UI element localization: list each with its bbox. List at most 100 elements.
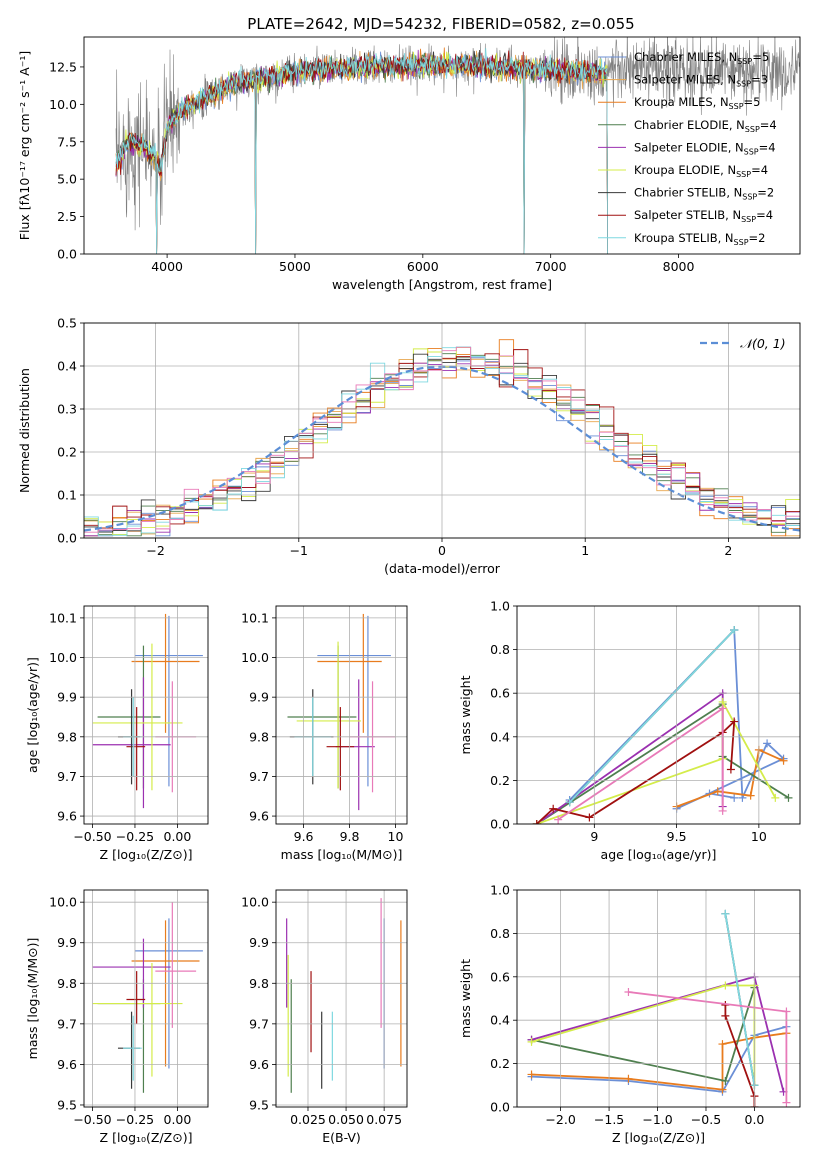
point-5: [126, 971, 146, 1024]
y-tick-label: 10.0: [241, 650, 269, 665]
x-axis-label: age [log₁₀(age/yr)]: [601, 847, 717, 862]
x-tick-label: 9.8: [340, 829, 360, 844]
x-tick-label: 0.00: [164, 829, 192, 844]
legend-label: Kroupa STELIB, NSSP=2: [634, 231, 765, 247]
marker: [713, 787, 722, 796]
x-tick-label: 0: [438, 543, 446, 558]
y-tick-label: 0.2: [57, 445, 77, 460]
panel-weight-age: 9 9.5 10 0.0 0.2 0.4 0.6 0.8 1.0 age [log₁₀(age/y…: [458, 599, 801, 862]
x-tick-label: 9.6: [294, 829, 314, 844]
y-tick-label: 10.0: [241, 895, 269, 910]
series-4: [531, 984, 756, 1086]
y-tick-label: 1.0: [490, 599, 510, 614]
y-axis-label: age [log₁₀(age/yr)]: [25, 657, 40, 773]
x-tick-label: −0.50: [73, 1112, 111, 1127]
marker: [782, 1007, 791, 1016]
y-tick-label: 9.6: [249, 1057, 269, 1072]
axes-frame: [275, 605, 408, 825]
marker: [718, 1085, 727, 1094]
panel-weight-Z: −2.0 −1.5 −1.0 −0.5 0.0 0.0 0.2 0.4 0.6 0.8 1.0 Z […: [458, 883, 801, 1145]
marker: [718, 1040, 727, 1049]
marker: [624, 987, 633, 996]
legend-label: Kroupa ELODIE, NSSP=4: [634, 163, 768, 179]
y-tick-label: 9.9: [57, 935, 77, 950]
marker: [730, 625, 739, 634]
y-tick-label: 10.0: [49, 895, 77, 910]
y-axis-label: mass weight: [458, 675, 473, 754]
x-tick-label: −1.0: [642, 1112, 672, 1127]
series-5: [536, 719, 736, 824]
y-tick-label: 5.0: [57, 172, 77, 187]
x-tick-label: 0.075: [366, 1112, 402, 1127]
plot-area: [92, 613, 203, 809]
series-4: [536, 701, 777, 824]
y-tick-label: 9.5: [249, 1097, 269, 1112]
x-tick-label: 1: [581, 543, 589, 558]
x-axis-label: E(B-V): [322, 1130, 361, 1145]
x-axis-label: Z [log₁₀(Z/Z⊙)]: [612, 1130, 705, 1145]
point-4: [92, 963, 183, 1077]
y-tick-label: 9.8: [57, 976, 77, 991]
marker: [784, 793, 793, 802]
x-tick-label: 0.050: [328, 1112, 364, 1127]
panel-age-mass: 9.6 9.8 10 9.6 9.7 9.8 9.9 10.0 10.1 mass [log₁₀(…: [241, 605, 408, 862]
series-8: [628, 991, 788, 1103]
model-3: [115, 52, 608, 254]
plot-area: [527, 909, 791, 1107]
point-2: [97, 645, 161, 789]
marker: [726, 765, 735, 774]
point-3: [92, 938, 171, 1008]
point-1: [131, 920, 200, 1067]
y-tick-label: 9.6: [57, 809, 77, 824]
x-tick-label: −2: [146, 543, 164, 558]
series-7: [724, 913, 756, 1086]
legend-label: Chabrier MILES, NSSP=5: [634, 50, 769, 66]
point-4: [296, 641, 362, 789]
legend-label: Salpeter ELODIE, NSSP=4: [634, 140, 776, 156]
marker: [565, 798, 574, 807]
series-1: [676, 748, 784, 808]
x-tick-label: −0.5: [691, 1112, 721, 1127]
y-tick-label: 9.9: [57, 690, 77, 705]
marker: [721, 1011, 730, 1020]
x-tick-label: 9: [590, 829, 598, 844]
y-tick-label: 0.0: [57, 531, 77, 546]
y-tick-label: 0.4: [57, 359, 77, 374]
model-8: [115, 48, 608, 254]
y-tick-label: 9.9: [249, 690, 269, 705]
y-axis-label: Flux [fλ10⁻¹⁷ erg cm⁻² s⁻¹ A⁻¹]: [17, 51, 32, 240]
y-axis-label: Normed distribution: [17, 368, 32, 493]
x-tick-label: −0.25: [116, 829, 154, 844]
y-tick-label: 0.5: [57, 316, 77, 331]
y-tick-label: 1.0: [490, 883, 510, 898]
x-tick-label: 0.00: [164, 1112, 192, 1127]
legend-label: Salpeter STELIB, NSSP=4: [634, 208, 773, 224]
marker: [585, 813, 594, 822]
figure-title: PLATE=2642, MJD=54232, FIBERID=0582, z=0…: [247, 15, 634, 33]
point-4: [92, 643, 183, 791]
y-axis-label: mass [log₁₀(M/M⊙)]: [25, 938, 40, 1060]
x-tick-label: 0.025: [290, 1112, 326, 1127]
marker: [718, 704, 727, 713]
x-axis-label: mass [log₁₀(M/M⊙)]: [281, 847, 403, 862]
series-2: [536, 702, 789, 824]
y-tick-label: 9.9: [249, 935, 269, 950]
y-tick-label: 7.5: [57, 134, 77, 149]
marker: [554, 815, 563, 824]
point-8: [155, 902, 197, 1028]
legend-label: Chabrier ELODIE, NSSP=4: [634, 118, 777, 134]
axes-frame: [83, 36, 801, 255]
x-tick-label: −1: [290, 543, 308, 558]
plot-area: [92, 902, 203, 1093]
x-tick-label: 4000: [151, 259, 183, 274]
marker: [721, 909, 730, 918]
marker: [532, 820, 541, 824]
marker: [527, 1037, 536, 1046]
x-tick-label: −2.0: [545, 1112, 575, 1127]
marker: [779, 756, 788, 765]
x-tick-label: −1.5: [594, 1112, 624, 1127]
x-tick-label: 5000: [279, 259, 311, 274]
point-2: [97, 979, 161, 1093]
x-tick-label: −0.50: [73, 829, 111, 844]
